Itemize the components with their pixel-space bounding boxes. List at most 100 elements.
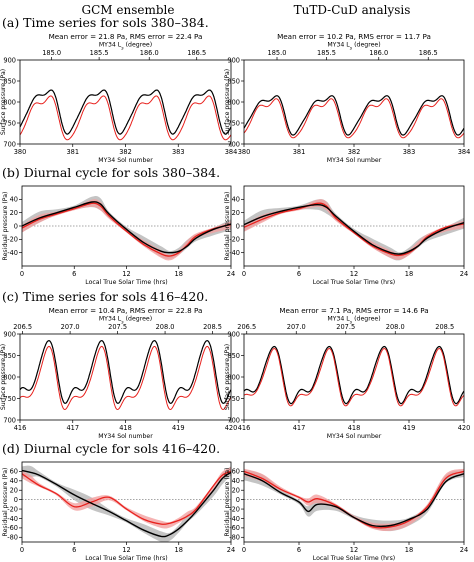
- y-tick-label: 750: [3, 119, 16, 127]
- x-tick-label: 12: [122, 270, 130, 278]
- y-axis-label: Residual pressure (Pa): [224, 468, 231, 537]
- section-title-b: (b) Diurnal cycle for sols 380–384.: [2, 165, 220, 180]
- y-tick-label: 60: [10, 468, 18, 476]
- series-line-red: [22, 470, 231, 525]
- top-axis-label: MY34 Ls (degree): [99, 316, 152, 326]
- x-tick-label: 0: [20, 546, 24, 554]
- y-tick-label: 850: [3, 352, 16, 360]
- y-tick-label: 750: [227, 119, 240, 127]
- x-axis-label: MY34 Sol number: [98, 157, 153, 164]
- panel-b-right: -40 -20 0 20 40 0 6 12 18 24 Local True Solar Time…: [224, 185, 468, 286]
- y-tick-label: -60: [229, 524, 240, 532]
- panel-a-left: Mean error = 21.8 Pa, RMS error = 22.4 P…: [0, 32, 237, 164]
- panel-a-right: Mean error = 10.2 Pa, RMS error = 11.7 P…: [224, 32, 470, 164]
- y-tick-label: 750: [227, 395, 240, 403]
- x-tick-label: 419: [403, 424, 416, 432]
- top-tick-label: 186.0: [140, 49, 159, 57]
- y-axis-label: Surface pressure (Pa): [0, 69, 7, 135]
- series-line-red: [244, 347, 464, 407]
- x-tick-label: 417: [66, 424, 79, 432]
- top-tick-label: 206.5: [13, 323, 32, 331]
- x-tick-label: 382: [348, 148, 361, 156]
- y-tick-label: 700: [227, 416, 240, 424]
- top-tick-label: 186.0: [369, 49, 388, 57]
- series-line-black: [244, 203, 464, 255]
- x-tick-label: 18: [405, 270, 413, 278]
- series-line-red: [244, 98, 464, 139]
- x-axis-label: Local True Solar Time (hrs): [85, 279, 167, 286]
- series-line-black: [22, 469, 231, 538]
- plot-frame: [21, 461, 232, 543]
- x-axis-label: Local True Solar Time (hrs): [85, 555, 167, 562]
- x-tick-label: 416: [238, 424, 251, 432]
- x-tick-label: 418: [119, 424, 132, 432]
- plot-frame: [243, 59, 465, 145]
- top-tick-label: 206.5: [237, 323, 256, 331]
- x-tick-label: 381: [66, 148, 79, 156]
- panel-c-right: Mean error = 7.1 Pa, RMS error = 14.6 Pa…: [224, 306, 470, 440]
- x-tick-label: 380: [14, 148, 27, 156]
- y-tick-label: 40: [232, 477, 240, 485]
- y-axis-label: Residual pressure (Pa): [224, 192, 231, 261]
- x-tick-label: 416: [14, 424, 27, 432]
- stats-text: Mean error = 7.1 Pa, RMS error = 14.6 Pa: [279, 306, 428, 315]
- series-line-black: [20, 89, 231, 135]
- y-tick-label: -80: [229, 534, 240, 542]
- x-tick-label: 384: [458, 148, 471, 156]
- y-tick-label: -20: [7, 505, 18, 513]
- y-tick-label: -40: [7, 515, 18, 523]
- panels-group: Mean error = 21.8 Pa, RMS error = 22.4 P…: [0, 32, 470, 562]
- series-line-red: [20, 95, 231, 141]
- y-axis-label: Residual pressure (Pa): [2, 468, 9, 537]
- series-band-red: [244, 468, 464, 532]
- panel-c-left: Mean error = 10.4 Pa, RMS error = 22.8 P…: [0, 306, 237, 440]
- plot-area: [244, 345, 464, 407]
- y-tick-label: 900: [3, 330, 16, 338]
- y-tick-label: 850: [227, 352, 240, 360]
- top-tick-label: 185.0: [42, 49, 61, 57]
- x-tick-label: 420: [225, 424, 238, 432]
- top-tick-label: 186.5: [187, 49, 206, 57]
- y-axis-label: Surface pressure (Pa): [224, 344, 231, 410]
- stats-text: Mean error = 10.2 Pa, RMS error = 11.7 P…: [277, 32, 431, 41]
- plot-frame: [19, 59, 232, 145]
- x-tick-label: 6: [72, 546, 76, 554]
- y-tick-label: 40: [10, 477, 18, 485]
- series-line-red: [22, 202, 231, 257]
- y-axis-label: Residual pressure (Pa): [2, 192, 9, 261]
- column-title-right: TuTD-CuD analysis: [294, 3, 411, 17]
- section-title-d: (d) Diurnal cycle for sols 416–420.: [2, 441, 220, 456]
- top-tick-label: 207.5: [336, 323, 355, 331]
- top-tick-label: 207.5: [108, 323, 127, 331]
- y-tick-label: 850: [3, 77, 16, 85]
- y-tick-label: -40: [229, 249, 240, 257]
- plot-area: [244, 199, 464, 261]
- series-line-black: [22, 201, 231, 254]
- plot-area: [20, 339, 231, 411]
- panel-b-left: -40 -20 0 20 40 0 6 12 18 24 Local True Solar Time…: [2, 185, 235, 286]
- y-tick-label: 800: [3, 98, 16, 106]
- y-tick-label: 60: [232, 468, 240, 476]
- x-tick-label: 417: [293, 424, 306, 432]
- x-tick-label: 418: [348, 424, 361, 432]
- top-tick-label: 208.5: [435, 323, 454, 331]
- plot-frame: [19, 333, 232, 421]
- y-tick-label: -60: [7, 524, 18, 532]
- x-tick-label: 12: [122, 546, 130, 554]
- y-tick-label: 0: [14, 496, 18, 504]
- x-tick-label: 384: [225, 148, 238, 156]
- y-tick-label: 40: [232, 196, 240, 204]
- top-tick-label: 207.0: [61, 323, 80, 331]
- x-tick-label: 0: [242, 270, 246, 278]
- top-tick-label: 186.5: [419, 49, 438, 57]
- y-tick-label: 850: [227, 77, 240, 85]
- y-tick-label: 900: [227, 330, 240, 338]
- x-tick-label: 419: [172, 424, 185, 432]
- series-band-black: [244, 199, 464, 261]
- x-tick-label: 381: [293, 148, 306, 156]
- plot-frame: [243, 185, 465, 267]
- series-line-red: [20, 345, 231, 411]
- y-tick-label: 20: [232, 487, 240, 495]
- x-axis-label: MY34 Sol number: [327, 433, 382, 440]
